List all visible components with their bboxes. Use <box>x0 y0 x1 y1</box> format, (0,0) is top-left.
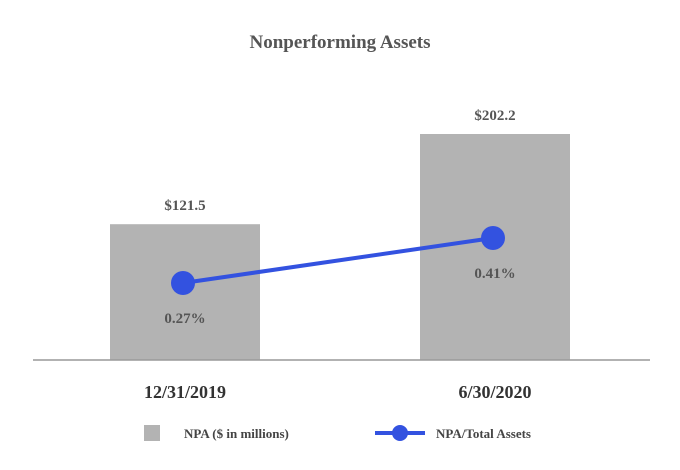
legend-bar-label: NPA ($ in millions) <box>184 426 289 441</box>
category-labels: 12/31/2019 6/30/2020 <box>144 382 532 402</box>
line-series-path <box>182 236 494 285</box>
category-label-0: 12/31/2019 <box>144 382 226 402</box>
chart-title: Nonperforming Assets <box>249 32 430 53</box>
bar-value-label-0: $121.5 <box>164 198 205 214</box>
bar-value-label-1: $202.2 <box>474 108 515 124</box>
line-point-1 <box>481 226 505 250</box>
legend-line-marker <box>392 425 408 441</box>
legend: NPA ($ in millions) NPA/Total Assets <box>144 425 531 441</box>
line-value-label-0: 0.27% <box>164 311 205 327</box>
line-point-0 <box>171 271 195 295</box>
legend-line-label: NPA/Total Assets <box>436 426 531 441</box>
category-label-1: 6/30/2020 <box>458 382 531 402</box>
line-value-label-1: 0.41% <box>474 266 515 282</box>
legend-bar-swatch <box>144 425 160 441</box>
line-series-layer: 0.27% 0.41% <box>164 226 516 327</box>
